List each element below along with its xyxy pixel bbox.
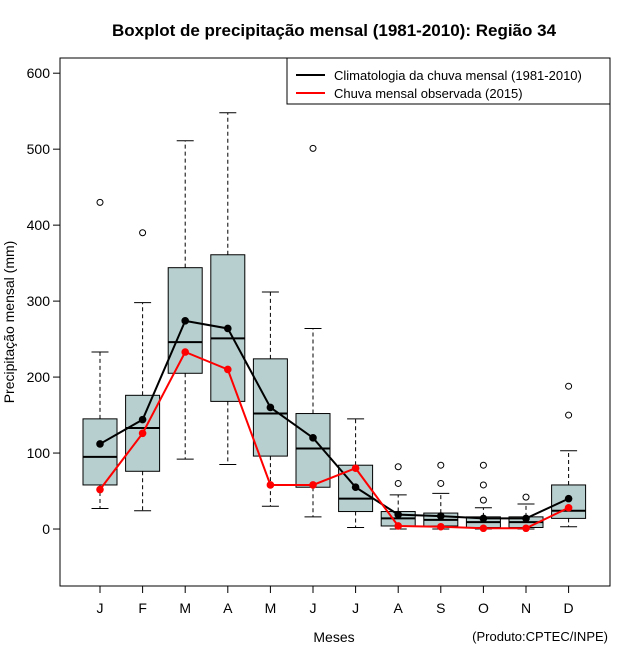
series-point-observed [309,481,317,489]
box-6 [295,144,331,518]
y-tick-label: 500 [27,141,51,157]
series-point-climatology [351,483,360,492]
series-point-climatology [266,403,275,412]
series-point-observed [266,481,275,489]
series-point-observed [564,503,573,512]
y-tick-label: 300 [27,293,51,309]
box-2 [125,229,161,512]
outlier-point [479,481,487,489]
x-tick-label: N [521,600,531,616]
outlier-point [479,496,487,504]
series-point-climatology [394,510,403,519]
series-point-observed [138,429,147,438]
series-point-climatology [522,514,530,523]
outlier-point [565,382,573,390]
x-tick-label: M [265,600,277,616]
y-tick-label: 200 [27,369,51,385]
series-point-climatology [181,317,189,325]
chart-title: Boxplot de precipitação mensal (1981-201… [112,21,557,40]
series-point-observed [522,524,530,533]
x-tick-label: M [179,600,191,616]
series-point-observed [394,522,403,530]
series-point-climatology [224,324,232,333]
outlier-point [565,411,573,419]
outlier-point [522,493,530,501]
outlier-point [479,461,487,469]
x-tick-label: S [436,600,445,616]
x-tick-label: J [310,600,317,616]
legend-box [286,57,611,105]
series-point-climatology [309,434,317,442]
series-point-observed [479,524,488,533]
series-climatology [96,317,573,523]
legend-label-observed: Chuva mensal observada (2015) [334,86,523,101]
outlier-point [437,461,445,469]
series-point-observed [96,485,104,494]
outlier-point [394,479,402,487]
series-point-climatology [96,440,104,448]
series-point-observed [437,522,445,531]
y-tick-label: 0 [42,521,50,537]
y-tick-label: 100 [27,445,51,461]
outlier-point [139,229,147,237]
legend-label-climatology: Climatologia da chuva mensal (1981-2010) [334,68,582,83]
series-point-observed [351,464,360,473]
series-point-climatology [437,512,445,520]
box-11 [508,493,544,530]
y-axis-label: Precipitação mensal (mm) [1,241,17,404]
x-tick-label: A [223,600,233,616]
x-tick-label: F [138,600,147,616]
y-tick-label: 600 [27,65,51,81]
legend: Climatologia da chuva mensal (1981-2010)… [286,57,611,105]
outlier-point [394,463,402,471]
credit-text: (Produto:CPTEC/INPE) [472,629,608,644]
outlier-point [437,479,445,487]
x-tick-label: J [97,600,104,616]
x-tick-label: A [394,600,404,616]
box-8 [380,463,416,530]
series-point-observed [181,348,189,356]
x-tick-label: O [478,600,489,616]
series-line-climatology [99,319,570,520]
box-3 [167,140,203,460]
series-point-climatology [479,514,488,523]
box-1 [82,198,118,510]
series-point-observed [224,365,232,374]
x-tick-label: J [352,600,359,616]
series-line-observed [99,350,570,530]
outlier-point [96,198,104,206]
box-5 [252,291,288,507]
boxes-layer [82,112,587,530]
series-point-climatology [564,494,573,503]
x-axis-label: Meses [313,629,354,645]
series-observed [96,348,573,533]
axes-layer: 0 100 200 300 400 500 600 J F M A M J J A S O N D [27,65,574,616]
outlier-point [309,144,317,152]
y-tick-label: 400 [27,217,51,233]
series-layer [96,317,573,533]
box-4 [210,112,246,465]
series-point-climatology [138,415,147,424]
x-tick-label: D [564,600,574,616]
